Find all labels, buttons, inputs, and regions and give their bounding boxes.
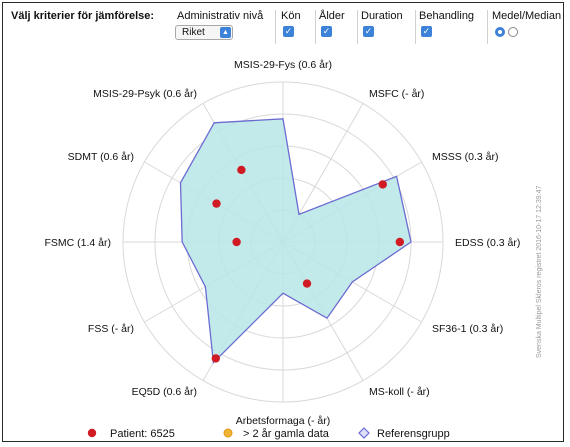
administrative-level-select[interactable]: Riket ▲ [175,25,233,40]
duration-label: Duration [361,10,403,22]
divider [315,10,316,44]
patient-point [232,237,241,247]
patient-point [237,165,246,175]
legend-old-data-label: > 2 år gamla data [243,428,330,440]
divider [415,10,416,44]
legend-reference-label: Referensgrupp [377,428,450,440]
reference-area [179,118,412,365]
alder-label: Ålder [319,10,345,22]
axis-label: EDSS (0.3 år) [455,237,520,249]
mean-median-label: Medel/Median [492,10,562,22]
patient-point [378,180,387,189]
divider [275,10,276,44]
divider [487,10,488,44]
legend-patient-label: Patient: 6525 [110,428,175,440]
patient-point [212,199,221,208]
axis-label: SF36-1 (0.3 år) [432,323,503,335]
axis-label: EQ5D (0.6 år) [132,386,197,398]
axis-label: MSIS-29-Fys (0.6 år) [234,59,332,71]
divider [357,10,358,44]
criteria-title: Välj kriterier för jämförelse: [11,10,155,22]
legend-old-data-icon [223,428,233,438]
axis-label: Arbetsformaga (- år) [236,415,331,427]
alder-checkbox[interactable]: ✓ [321,26,332,37]
criteria-bar: Välj kriterier för jämförelse: Administr… [9,7,565,47]
median-radio[interactable] [508,27,518,37]
axis-label: MSFC (- år) [369,88,424,100]
behandling-checkbox[interactable]: ✓ [421,26,432,37]
legend-reference-icon [358,427,370,439]
axis-label: FSMC (1.4 år) [44,237,111,249]
axis-label: MS-koll (- år) [369,386,430,398]
mean-radio[interactable] [495,27,505,37]
administrative-level-label: Administrativ nivå [177,10,264,22]
legend-patient-icon [87,428,97,438]
kon-label: Kön [281,10,301,22]
patient-point [211,354,220,363]
duration-checkbox[interactable]: ✓ [363,26,374,37]
axis-label: MSIS-29-Psyk (0.6 år) [93,88,197,100]
axis-label: FSS (- år) [88,323,134,335]
axis-label: MSSS (0.3 år) [432,151,499,163]
select-arrow-icon: ▲ [220,27,231,38]
patient-point [395,237,404,247]
kon-checkbox[interactable]: ✓ [283,26,294,37]
registry-watermark: Svenska Multipel Skleros registret 2016-… [536,186,543,358]
axis-label: SDMT (0.6 år) [68,151,134,163]
patient-point [302,279,312,288]
administrative-level-value: Riket [182,27,205,38]
behandling-label: Behandling [419,10,475,22]
